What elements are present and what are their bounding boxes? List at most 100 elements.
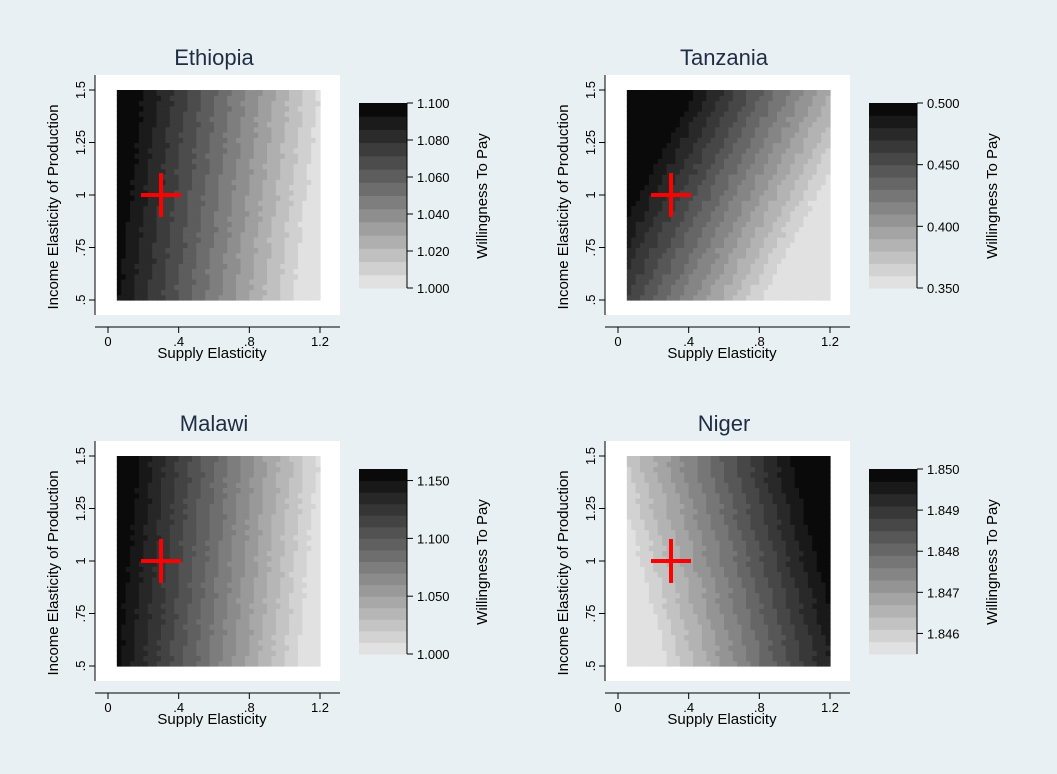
contour-cell [121, 100, 127, 107]
contour-cell [236, 592, 242, 599]
contour-cell [724, 163, 730, 170]
contour-cell [701, 95, 707, 102]
contour-cell [763, 189, 769, 196]
contour-cell [684, 121, 690, 128]
contour-cell [174, 608, 180, 615]
contour-cell [821, 242, 827, 249]
contour-cell [706, 252, 712, 259]
contour-cell [134, 571, 140, 578]
contour-cell [653, 221, 659, 228]
contour-cell [187, 163, 193, 170]
contour-cell [169, 279, 175, 285]
contour-cell [134, 466, 140, 473]
contour-cell [196, 639, 202, 646]
contour-cell [710, 168, 716, 175]
contour-cell [688, 168, 694, 175]
contour-cell [631, 252, 637, 259]
contour-cell [200, 153, 206, 159]
contour-cell [218, 242, 224, 249]
contour-cell [772, 100, 778, 107]
contour-cell [161, 634, 167, 641]
contour-cell [631, 294, 637, 301]
contour-cell [147, 126, 153, 133]
contour-cell [174, 655, 180, 662]
contour-cell [130, 216, 136, 222]
contour-cell [741, 231, 747, 238]
contour-cell [165, 634, 171, 641]
contour-cell [768, 221, 774, 228]
contour-cell [130, 189, 136, 196]
contour-cell [156, 168, 162, 175]
contour-cell [803, 153, 809, 159]
contour-cell [218, 100, 224, 107]
contour-cell [147, 268, 153, 275]
contour-cell [284, 200, 290, 207]
contour-cell [715, 142, 721, 149]
contour-cell [161, 142, 167, 149]
contour-cell [280, 252, 286, 259]
contour-cell [218, 508, 224, 515]
contour-cell [156, 147, 162, 154]
contour-cell [165, 597, 171, 604]
contour-cell [684, 252, 690, 259]
contour-cell [116, 289, 122, 296]
contour-cell [754, 153, 760, 159]
contour-cell [807, 174, 813, 180]
contour-cell [679, 168, 685, 175]
contour-cell [218, 158, 224, 165]
contour-cell [675, 147, 681, 154]
contour-cell [138, 582, 144, 588]
contour-cell [297, 247, 303, 254]
contour-cell [183, 650, 189, 657]
contour-cell [169, 268, 175, 275]
contour-cell [297, 200, 303, 207]
contour-cell [116, 189, 122, 196]
contour-cell [196, 608, 202, 615]
contour-cell [790, 90, 796, 96]
contour-cell [648, 121, 654, 128]
contour-cell [231, 482, 237, 489]
contour-cell [732, 153, 738, 159]
contour-cell [675, 121, 681, 128]
contour-cell [240, 195, 246, 201]
contour-cell [130, 482, 136, 489]
contour-cell [671, 179, 677, 186]
contour-cell [116, 90, 122, 96]
contour-cell [200, 221, 206, 228]
contour-cell [635, 289, 641, 296]
contour-cell [174, 576, 180, 583]
contour-cell [121, 456, 127, 462]
contour-cell [759, 216, 765, 222]
contour-cell [236, 650, 242, 657]
contour-cell [790, 205, 796, 212]
contour-cell [275, 279, 281, 285]
contour-cell [635, 111, 641, 117]
contour-cell [653, 258, 659, 264]
contour-cell [284, 121, 290, 128]
contour-cell [790, 252, 796, 259]
contour-cell [258, 231, 264, 238]
contour-cell [626, 268, 632, 275]
contour-cell [200, 639, 206, 646]
contour-cell [240, 629, 246, 636]
contour-cell [231, 576, 237, 583]
contour-cell [152, 456, 158, 462]
contour-cell [240, 100, 246, 107]
contour-cell [165, 477, 171, 483]
contour-cell [746, 242, 752, 249]
contour-cell [311, 126, 317, 133]
contour-cell [302, 189, 308, 196]
contour-cell [688, 153, 694, 159]
contour-cell [161, 466, 167, 473]
contour-cell [807, 189, 813, 196]
contour-cell [311, 231, 317, 238]
contour-cell [662, 142, 668, 149]
y-tick-label: 1.5 [583, 81, 598, 99]
contour-cell [271, 168, 277, 175]
contour-cell [174, 273, 180, 280]
contour-cell [297, 116, 303, 123]
contour-cell [200, 289, 206, 296]
contour-cell [688, 247, 694, 254]
contour-cell [178, 524, 184, 531]
contour-cell [183, 576, 189, 583]
